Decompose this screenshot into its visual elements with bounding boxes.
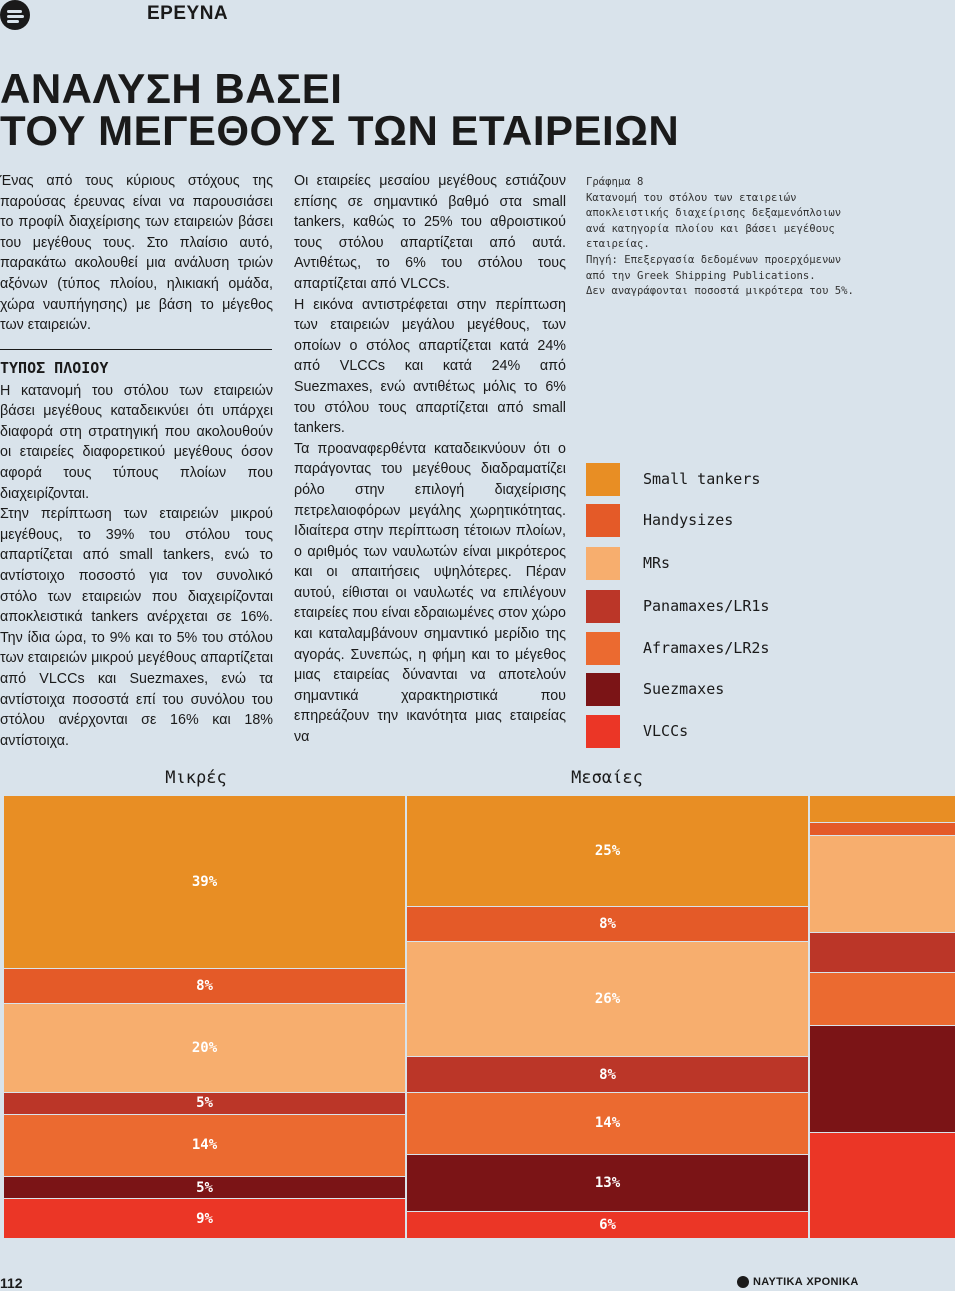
text-column-1b: ΤΥΠΟΣ ΠΛΟΙΟΥ Η κατανομή του στόλου των ε… <box>0 352 273 751</box>
magazine-logo-icon <box>0 0 30 30</box>
bar-segment: 26% <box>407 942 808 1057</box>
legend-swatch <box>586 504 620 537</box>
bar-segment: 6% <box>407 1212 808 1238</box>
page-number: 112 <box>0 1275 23 1291</box>
figure-description: Κατανομή του στόλου των εταιρειών αποκλε… <box>586 191 842 251</box>
paragraph: Η κατανομή του στόλου των εταιρειών βάσε… <box>0 382 273 502</box>
data-label: 5% <box>196 1095 213 1112</box>
legend-swatch <box>586 632 620 665</box>
bar-segment <box>810 796 955 822</box>
figure-label: Γράφημα 8 <box>586 176 644 188</box>
legend-label: Small tankers <box>643 470 761 488</box>
text-column-2: Οι εταιρείες μεσαίου μεγέθους εστιάζουν … <box>294 171 566 748</box>
bar-segment: 20% <box>4 1004 405 1092</box>
divider <box>0 349 272 350</box>
data-label: 8% <box>196 977 213 994</box>
title-line-1: ΑΝΑΛΥΣΗ ΒΑΣΕΙ <box>0 65 343 112</box>
title-line-2: ΤΟΥ ΜΕΓΕΘΟΥΣ ΤΩΝ ΕΤΑΙΡΕΙΩΝ <box>0 107 680 154</box>
bar-segment: 9% <box>4 1199 405 1238</box>
bar-segment: 8% <box>4 968 405 1004</box>
paragraph: Τα προαναφερθέντα καταδεικνύουν ότι ο πα… <box>294 440 566 746</box>
legend-label: Suezmaxes <box>643 680 725 698</box>
legend-swatch <box>586 715 620 748</box>
paragraph: Στην περίπτωση των εταιρειών μικρού μεγέ… <box>0 506 273 749</box>
legend-swatch <box>586 673 620 706</box>
legend-swatch <box>586 463 620 496</box>
figure-source: Πηγή: Επεξεργασία δεδομένων προερχόμενων… <box>586 253 842 282</box>
bar-segment <box>810 1132 955 1238</box>
paragraph: Η εικόνα αντιστρέφεται στην περίπτωση τω… <box>294 296 566 437</box>
figure-note: Δεν αναγράφονται ποσοστά μικρότερα του 5… <box>586 285 854 298</box>
text-column-1: Ένας από τους κύριους στόχους της παρούσ… <box>0 171 273 336</box>
bar-segment: 14% <box>4 1114 405 1176</box>
paragraph: Οι εταιρείες μεσαίου μεγέθους εστιάζουν … <box>294 173 566 292</box>
legend-swatch <box>586 547 620 580</box>
section-label: ΕΡΕΥΝΑ <box>147 3 229 24</box>
bar-segment <box>810 835 955 933</box>
bar-segment: 8% <box>407 906 808 942</box>
data-label: 26% <box>594 991 621 1008</box>
data-label: 14% <box>191 1137 218 1154</box>
intro-paragraph: Ένας από τους κύριους στόχους της παρούσ… <box>0 173 273 334</box>
bar-segment: 5% <box>4 1176 405 1199</box>
data-label: 5% <box>196 1179 213 1196</box>
legend-label: Handysizes <box>643 511 734 529</box>
bar-segment: 8% <box>407 1057 808 1092</box>
bar-segment <box>810 933 955 973</box>
legend-label: VLCCs <box>643 722 689 740</box>
data-label: 25% <box>594 842 621 859</box>
legend-label: MRs <box>643 554 671 572</box>
chart-group-label: Μεσαίες <box>571 768 643 788</box>
data-label: 13% <box>594 1175 621 1192</box>
chart-group-label: Μικρές <box>165 768 227 788</box>
data-label: 39% <box>191 873 218 890</box>
data-label: 9% <box>196 1210 213 1227</box>
brand-name: ΝΑΥΤΙΚΑ ΧΡΟΝΙΚΑ <box>753 1276 859 1288</box>
bar-segment: 13% <box>407 1154 808 1212</box>
bar-segment: 5% <box>4 1092 405 1114</box>
bar-segment <box>810 973 955 1026</box>
data-label: 14% <box>594 1115 621 1132</box>
article-title: ΑΝΑΛΥΣΗ ΒΑΣΕΙ ΤΟΥ ΜΕΓΕΘΟΥΣ ΤΩΝ ΕΤΑΙΡΕΙΩΝ <box>0 68 679 152</box>
figure-caption: Γράφημα 8 Κατανομή του στόλου των εταιρε… <box>586 175 856 300</box>
brand-logo-icon <box>737 1276 749 1288</box>
legend-label: Panamaxes/LR1s <box>643 597 770 615</box>
bar-segment: 14% <box>407 1092 808 1154</box>
data-label: 8% <box>599 1066 616 1083</box>
bar-segment <box>810 1026 955 1132</box>
data-label: 6% <box>599 1217 616 1234</box>
subheading-ship-type: ΤΥΠΟΣ ΠΛΟΙΟΥ <box>0 359 109 377</box>
legend-label: Aframaxes/LR2s <box>643 639 770 657</box>
data-label: 20% <box>191 1040 218 1056</box>
bar-segment <box>810 822 955 835</box>
data-label: 8% <box>599 915 616 932</box>
legend-swatch <box>586 590 620 623</box>
bar-segment: 25% <box>407 796 808 906</box>
bar-segment: 39% <box>4 796 405 968</box>
